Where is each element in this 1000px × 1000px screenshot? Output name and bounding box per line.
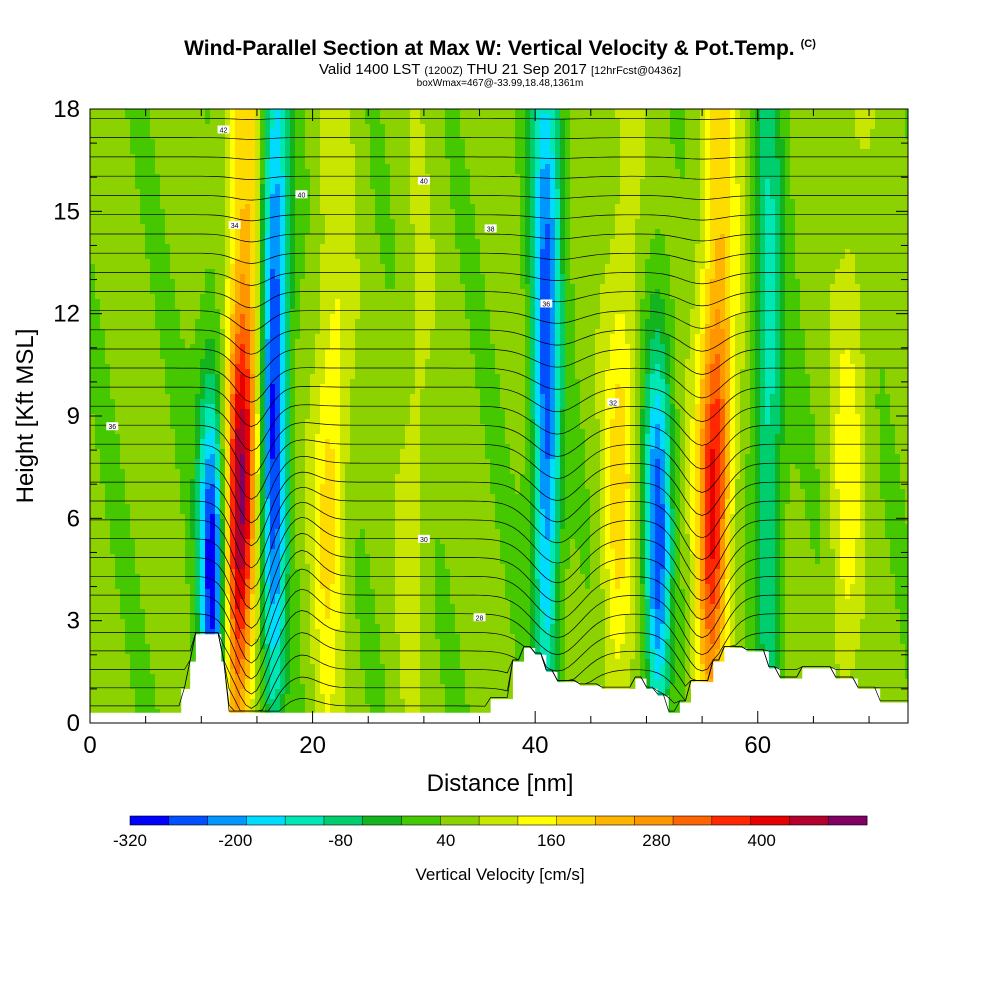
forecast-info: [12hrFcst@0436z] (591, 65, 681, 77)
colorbar-swatch (246, 816, 286, 825)
valid-time: Valid 1400 LST (319, 61, 420, 78)
colorbar-swatch (556, 816, 596, 825)
colorbar-swatch (323, 816, 364, 825)
x-axis-label: Distance [nm] (427, 770, 574, 797)
contour-label: 28 (473, 613, 486, 622)
vertical-velocity-field (90, 109, 908, 723)
x-tick-label: 40 (522, 732, 549, 759)
colorbar-swatch (207, 816, 247, 825)
colorbar-tick-label: -80 (328, 831, 353, 850)
contour-label: 32 (607, 398, 620, 407)
contour-label: 30 (417, 534, 430, 544)
colorbar-swatch (673, 816, 713, 825)
valid-utc: (1200Z) (424, 65, 463, 77)
colorbar-swatch (401, 816, 441, 825)
colorbar-swatch (517, 816, 558, 825)
terrain-profile (90, 634, 908, 723)
x-tick-label: 0 (83, 732, 96, 759)
terrain (90, 634, 908, 723)
contour-label: 36 (106, 422, 119, 431)
box-info: boxWmax=467@-33.99,18.48,1361m (0, 78, 1000, 89)
colorbar-swatch (362, 816, 402, 825)
chart-subtitle: Valid 1400 LST (1200Z) THU 21 Sep 2017 [… (0, 61, 1000, 78)
y-tick-label: 15 (53, 198, 80, 225)
contour-label: 42 (217, 125, 230, 134)
colorbar-tick-label: 40 (436, 831, 455, 850)
y-axis-label: Height [Kft MSL] (12, 329, 39, 504)
potential-temperature-contours: 42 40 40 38 36 34 32 30 28 36 (90, 117, 908, 712)
contour-label: 40 (417, 176, 430, 186)
y-tick-label: 0 (67, 710, 80, 737)
colorbar-tick-label: 400 (748, 831, 776, 850)
valid-date: THU 21 Sep 2017 (467, 61, 587, 78)
y-tick-label: 18 (53, 96, 80, 123)
y-tick-label: 9 (67, 403, 80, 430)
colorbar-swatch (285, 816, 325, 825)
chart-title: Wind-Parallel Section at Max W: Vertical… (0, 37, 1000, 61)
colorbar-swatch (130, 816, 170, 825)
y-tick-label: 12 (53, 301, 80, 328)
x-tick-label: 20 (299, 732, 326, 759)
colorbar: -320 -200 -80 40 160 280 400 (113, 815, 868, 850)
contour-label: 36 (540, 299, 553, 308)
colorbar-swatch (168, 816, 208, 825)
colorbar-tick-label: 160 (537, 831, 565, 850)
colorbar-tick-label: -200 (218, 831, 252, 850)
colorbar-tick-label: 280 (642, 831, 670, 850)
contour-label: 34 (228, 220, 241, 230)
y-tick-label: 3 (67, 608, 80, 635)
colorbar-swatch (750, 816, 790, 825)
colorbar-swatch (479, 816, 519, 825)
contour-label: 38 (484, 224, 497, 233)
x-tick-label: 60 (744, 732, 771, 759)
colorbar-swatch (828, 816, 868, 825)
colorbar-swatch (440, 816, 480, 825)
contour-label: 40 (295, 190, 308, 199)
y-tick-label: 6 (67, 505, 80, 532)
colorbar-tick-label: -320 (113, 831, 147, 850)
copyright-mark: (C) (801, 38, 816, 50)
colorbar-swatch (789, 816, 829, 825)
colorbar-label: Vertical Velocity [cm/s] (415, 865, 584, 884)
colorbar-swatch (595, 816, 635, 825)
colorbar-swatch (634, 816, 674, 825)
colorbar-swatch (711, 816, 752, 825)
